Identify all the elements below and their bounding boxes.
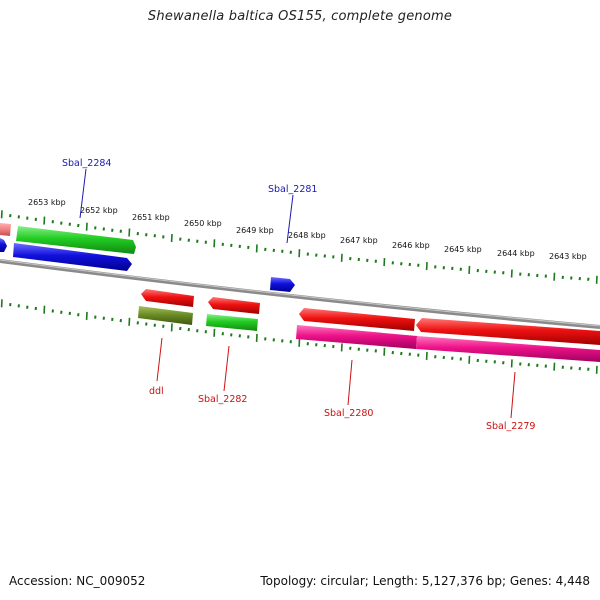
leader-ddl — [156, 337, 163, 382]
gene-sbal-2284-arrow[interactable] — [16, 226, 136, 254]
accession-text: Accession: NC_009052 — [9, 574, 146, 588]
plus-strand-features — [0, 223, 295, 292]
genome-backbone-highlight — [0, 259, 600, 327]
gene-sbal-2280-red-arrow[interactable] — [299, 308, 415, 331]
leader-sbal-2284 — [79, 168, 87, 219]
gene-sbal-2283-arrow[interactable] — [13, 243, 132, 271]
scale-label: 2649 kbp — [236, 226, 274, 235]
label-sbal-2281[interactable]: Sbal_2281 — [268, 184, 317, 195]
label-sbal-2280[interactable]: Sbal_2280 — [324, 408, 373, 419]
gene-ddl-olive-arrow[interactable] — [138, 306, 193, 325]
label-sbal-2279[interactable]: Sbal_2279 — [486, 421, 535, 432]
scale-label: 2643 kbp — [549, 252, 587, 261]
gene-left-edge-salmon-arrow[interactable] — [0, 223, 11, 236]
label-sbal-2284[interactable]: Sbal_2284 — [62, 158, 111, 169]
leader-sbal-2279 — [510, 371, 516, 419]
gene-sbal-2281-arrow[interactable] — [270, 277, 295, 292]
gene-sbal-2279-pink-bar[interactable] — [416, 336, 600, 362]
scale-label: 2653 kbp — [28, 198, 66, 207]
scale-label: 2646 kbp — [392, 241, 430, 250]
gene-left-edge-blue-arrow[interactable] — [0, 238, 7, 252]
genome-backbone — [0, 259, 600, 329]
scale-label: 2651 kbp — [132, 213, 170, 222]
gene-sbal-2280-pink-bar[interactable] — [296, 325, 417, 349]
scale-label: 2647 kbp — [340, 236, 378, 245]
scale-labels: 2653 kbp 2652 kbp 2651 kbp 2650 kbp 2649 kbp… — [28, 198, 587, 261]
leader-sbal-2281 — [286, 194, 294, 244]
scale-label: 2652 kbp — [80, 206, 118, 215]
gene-ddl-red-arrow[interactable] — [141, 289, 194, 307]
scale-label: 2645 kbp — [444, 245, 482, 254]
outer-tick-ring — [0, 210, 598, 284]
gene-sbal-2282-green-arrow[interactable] — [206, 314, 258, 331]
label-leader-lines — [79, 168, 516, 419]
minus-strand-features — [138, 289, 600, 362]
gene-sbal-2282-red-arrow[interactable] — [208, 297, 260, 314]
genome-title: Shewanella baltica OS155, complete genom… — [147, 9, 453, 24]
gene-labels: Sbal_2284 Sbal_2281 ddl Sbal_2282 Sbal_2… — [62, 158, 535, 432]
scale-label: 2648 kbp — [288, 231, 326, 240]
scale-label: 2644 kbp — [497, 249, 535, 258]
leader-sbal-2282 — [223, 345, 230, 392]
label-sbal-2282[interactable]: Sbal_2282 — [198, 394, 247, 405]
label-ddl[interactable]: ddl — [149, 386, 164, 397]
genome-stats-text: Topology: circular; Length: 5,127,376 bp… — [260, 574, 590, 588]
gene-sbal-2279-red-arrow[interactable] — [416, 318, 600, 345]
leader-sbal-2280 — [347, 359, 353, 406]
inner-tick-ring — [0, 299, 598, 374]
scale-label: 2650 kbp — [184, 219, 222, 228]
